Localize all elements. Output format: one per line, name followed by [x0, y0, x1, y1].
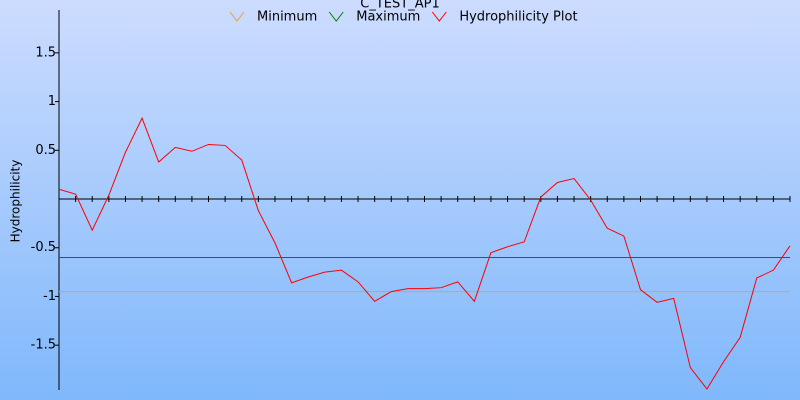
chart-title: C_TEST_AP1	[360, 0, 439, 12]
y-tick-label: 1	[48, 94, 56, 109]
legend-swatch	[328, 11, 344, 22]
legend-label: Minimum	[257, 10, 317, 25]
legend-swatch	[431, 11, 447, 22]
legend-label: Hydrophilicity Plot	[459, 10, 577, 25]
data-line	[58, 116, 791, 390]
y-tick-label: -1.5	[31, 338, 56, 353]
y-tick-label: 1.5	[35, 45, 56, 60]
legend-label: Maximum	[356, 10, 420, 25]
y-axis-label: Hydrophilicity	[9, 160, 23, 243]
legend-swatch	[229, 11, 245, 22]
y-tick-label: -1	[43, 289, 56, 304]
y-tick-label: 0.5	[35, 143, 56, 158]
y-tick-label: -0.5	[31, 240, 56, 255]
